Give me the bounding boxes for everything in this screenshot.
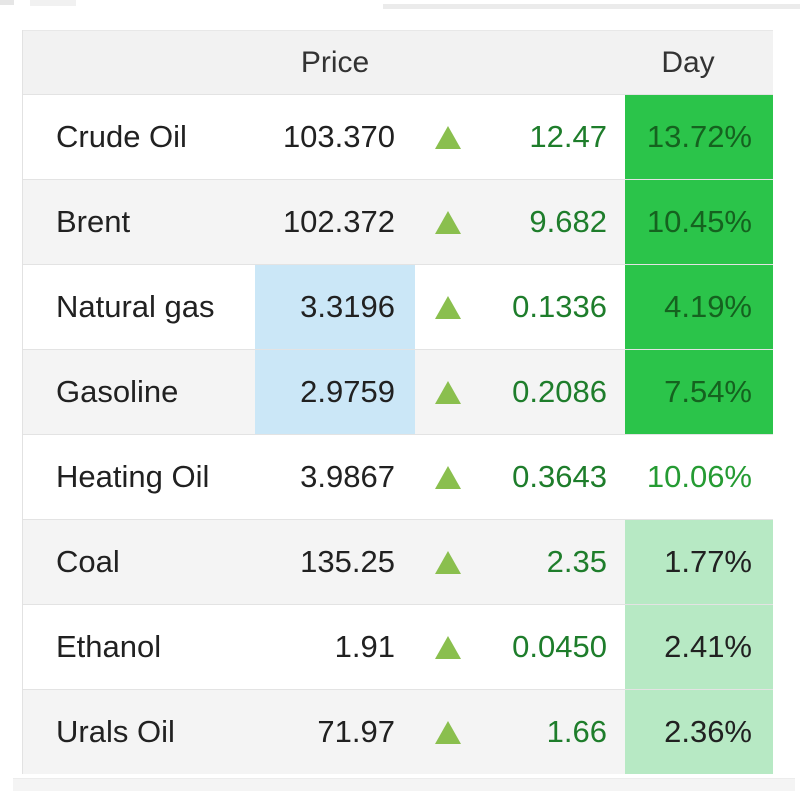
triangle-up-icon [434,465,461,489]
price-value: 103.370 [282,119,395,154]
table-row[interactable]: Crude Oil 103.370 12.47 13.72% [23,94,773,179]
column-header-day: Day [661,45,715,79]
arrow-cell [415,435,480,519]
commodity-name-link[interactable]: Crude Oil [56,119,187,154]
table-body: Crude Oil 103.370 12.47 13.72% Brent 102… [23,94,773,774]
day-percent-badge: 10.45% [625,180,773,264]
triangle-up-icon [434,550,461,574]
day-percent-badge: 2.41% [625,605,773,689]
table-row[interactable]: Heating Oil 3.9867 0.3643 10.06% [23,434,773,519]
triangle-up-icon [434,295,461,319]
triangle-up-icon [434,125,461,149]
triangle-up-icon [434,210,461,234]
arrow-cell [415,690,480,774]
header-spacer [480,31,625,94]
commodity-name-link[interactable]: Natural gas [56,289,215,324]
table-row[interactable]: Ethanol 1.91 0.0450 2.41% [23,604,773,689]
day-percent-badge: 1.77% [625,520,773,604]
cropped-content-fragment [383,4,800,9]
triangle-up-icon [434,380,461,404]
arrow-cell [415,520,480,604]
commodity-name-link[interactable]: Brent [56,204,131,239]
change-value: 0.2086 [512,374,607,409]
change-value: 9.682 [529,204,607,239]
change-value: 0.0450 [512,629,607,664]
table-row[interactable]: Brent 102.372 9.682 10.45% [23,179,773,264]
change-value: 0.3643 [512,459,607,494]
arrow-cell [415,605,480,689]
price-value: 3.9867 [300,459,395,494]
header-spacer [415,31,480,94]
table-row[interactable]: Natural gas 3.3196 0.1336 4.19% [23,264,773,349]
column-header-price: Price [300,45,370,79]
change-value: 2.35 [546,544,607,579]
commodity-name-link[interactable]: Urals Oil [56,714,175,749]
header-spacer [23,31,255,94]
price-value: 135.25 [300,544,395,579]
change-value: 12.47 [529,119,607,154]
arrow-cell [415,350,480,434]
commodity-name-link[interactable]: Heating Oil [56,459,210,494]
price-value: 71.97 [317,714,395,749]
table-header-row: Price Day [23,30,773,94]
change-value: 0.1336 [512,289,607,324]
day-percent-badge: 4.19% [625,265,773,349]
table-row[interactable]: Urals Oil 71.97 1.66 2.36% [23,689,773,774]
commodities-price-table: Price Day Crude Oil 103.370 12.47 13.72%… [22,30,773,774]
commodity-name-link[interactable]: Ethanol [56,629,162,664]
table-row[interactable]: Gasoline 2.9759 0.2086 7.54% [23,349,773,434]
table-row[interactable]: Coal 135.25 2.35 1.77% [23,519,773,604]
commodity-name-link[interactable]: Coal [56,544,120,579]
price-value: 2.9759 [255,350,415,434]
change-value: 1.66 [546,714,607,749]
commodity-name-link[interactable]: Gasoline [56,374,179,409]
arrow-cell [415,180,480,264]
price-value: 102.372 [282,204,395,239]
day-percent-badge: 13.72% [625,95,773,179]
cropped-content-fragment [0,0,14,5]
price-value: 3.3196 [255,265,415,349]
day-percent-badge: 2.36% [625,690,773,774]
triangle-up-icon [434,635,461,659]
day-percent-badge: 7.54% [625,350,773,434]
day-percent-badge: 10.06% [646,459,752,494]
cropped-content-fragment [30,0,76,6]
arrow-cell [415,265,480,349]
cropped-next-row [13,778,795,791]
triangle-up-icon [434,720,461,744]
arrow-cell [415,95,480,179]
price-value: 1.91 [334,629,395,664]
